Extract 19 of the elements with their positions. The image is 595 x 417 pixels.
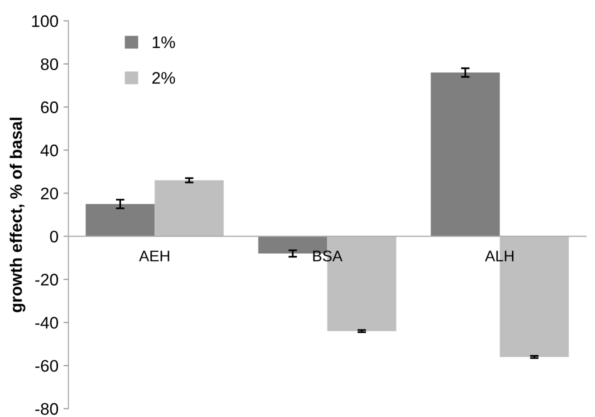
y-tick-label: 0 bbox=[50, 230, 58, 243]
y-tick-label: -20 bbox=[35, 274, 58, 286]
y-tick-label: -40 bbox=[35, 316, 58, 329]
y-tick-label: 40 bbox=[40, 144, 58, 156]
y-tick-label: 100 bbox=[32, 15, 58, 28]
x-tick-label: BSA bbox=[313, 250, 343, 262]
y-tick-label: -80 bbox=[35, 403, 58, 415]
y-tick-label: -60 bbox=[35, 360, 58, 372]
x-tick-label: AEH bbox=[139, 250, 170, 262]
legend-label: 1% bbox=[152, 36, 175, 48]
legend-label: 2% bbox=[152, 72, 175, 84]
y-axis-title: growth effect, % of basal bbox=[10, 118, 26, 312]
bar bbox=[86, 204, 155, 236]
y-tick-label: 60 bbox=[41, 101, 58, 114]
bar bbox=[154, 180, 224, 236]
bar bbox=[430, 72, 500, 236]
y-tick-label: 80 bbox=[40, 58, 58, 70]
x-tick-label: ALH bbox=[484, 250, 514, 262]
y-tick-label: 20 bbox=[41, 188, 58, 200]
